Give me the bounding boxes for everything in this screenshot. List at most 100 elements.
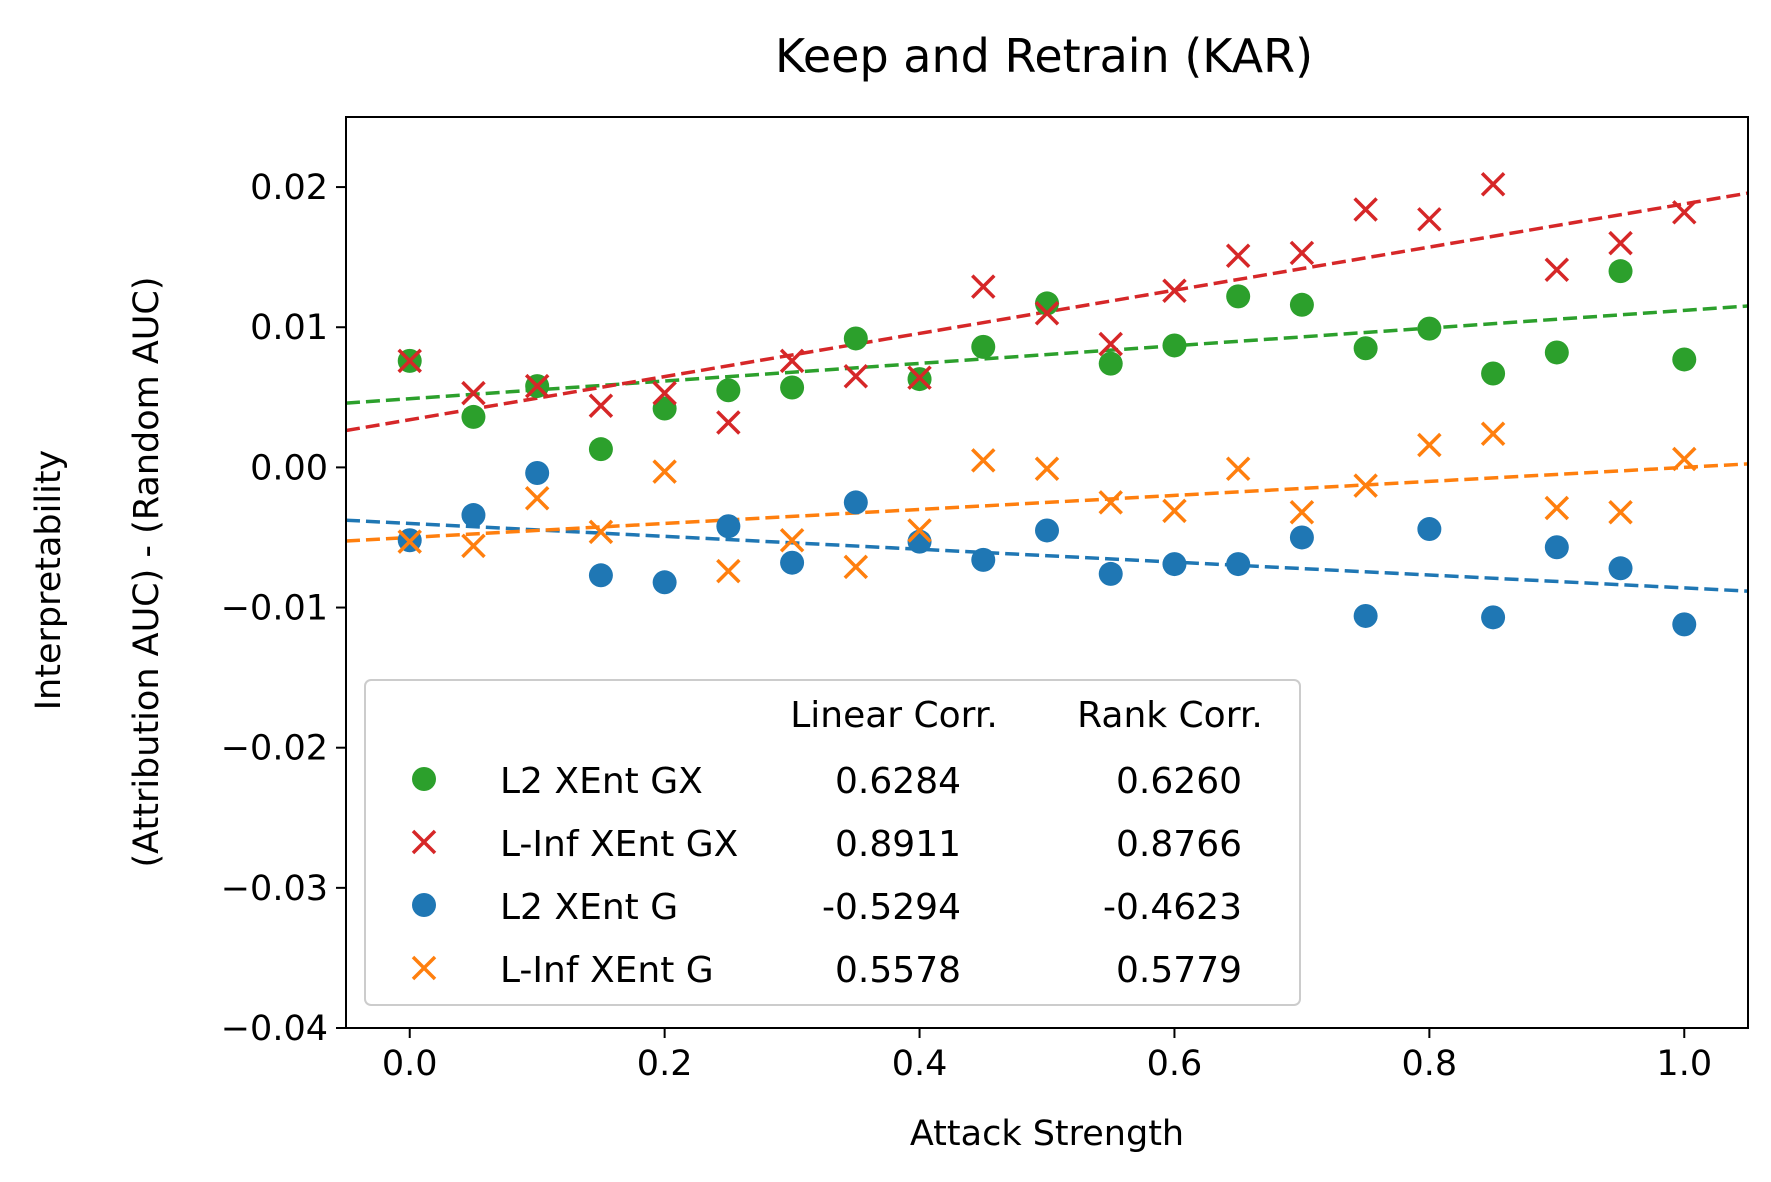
legend-series-name: L2 XEnt GX: [500, 761, 703, 802]
data-point: [1289, 240, 1315, 266]
y-axis-label-line1: Interpretability: [29, 450, 69, 711]
legend-header-linear: Linear Corr.: [790, 695, 998, 736]
y-tick-label: −0.03: [221, 869, 328, 909]
legend-rank-corr: -0.4623: [1103, 887, 1242, 928]
data-point: [524, 485, 550, 511]
x-tick-label: 1.0: [1656, 1044, 1712, 1084]
legend-header-rank: Rank Corr.: [1077, 695, 1263, 736]
data-point: [1353, 197, 1378, 222]
data-point: [1034, 300, 1060, 326]
data-point: [525, 460, 550, 485]
data-point: [971, 547, 996, 572]
plot-frame: [345, 116, 1749, 1029]
legend-linear-corr: 0.8911: [835, 824, 961, 865]
legend-box: [364, 679, 1301, 1006]
data-point: [1289, 292, 1314, 317]
data-point: [652, 570, 677, 595]
legend: Linear Corr. Rank Corr. L2 XEnt GX 0.6284…: [364, 679, 1301, 1006]
data-point: [588, 519, 614, 545]
fit-line: [346, 304, 1748, 405]
data-point: [907, 365, 932, 390]
y-tick-label: −0.02: [221, 729, 328, 769]
data-point: [1162, 498, 1187, 524]
y-tick-label: 0.00: [250, 448, 328, 488]
data-point: [1225, 243, 1251, 268]
data-point: [779, 528, 805, 553]
x-tick-label: 0.0: [382, 1044, 438, 1084]
data-point: [461, 404, 486, 429]
data-point: [971, 448, 996, 473]
legend-linear-corr: 0.5578: [835, 950, 961, 991]
data-point: [461, 380, 486, 406]
data-point: [1162, 278, 1187, 304]
legend-linear-corr: -0.5294: [822, 887, 961, 928]
data-point: [524, 373, 550, 399]
y-tick-label: −0.04: [221, 1009, 328, 1049]
data-point: [779, 348, 805, 374]
x-axis: 0.0 0.2 0.4 0.6 0.8 1.0: [382, 1028, 1712, 1084]
fit-line: [346, 518, 1748, 593]
data-point: [1098, 561, 1123, 586]
data-point: [461, 533, 486, 559]
data-point: [1481, 605, 1506, 630]
data-point: [652, 396, 677, 421]
legend-series-name: L-Inf XEnt GX: [500, 824, 738, 865]
data-point: [588, 437, 613, 462]
fit-line: [346, 462, 1748, 543]
data-point: [907, 529, 932, 554]
data-point: [716, 410, 741, 435]
data-point: [1481, 361, 1506, 386]
data-point: [1417, 316, 1442, 341]
data-point: [1289, 525, 1314, 550]
legend-series-name: L-Inf XEnt G: [500, 950, 714, 991]
data-point: [1034, 456, 1060, 482]
legend-marker: [412, 893, 436, 917]
legend-series-name: L2 XEnt G: [500, 887, 678, 928]
data-point: [1544, 340, 1569, 365]
legend-marker: [411, 829, 437, 855]
data-point: [652, 380, 677, 406]
data-point: [1417, 207, 1442, 232]
data-point: [1544, 257, 1570, 283]
data-point: [1226, 284, 1251, 309]
data-point: [716, 558, 741, 584]
chart-title: Keep and Retrain (KAR): [775, 29, 1313, 83]
data-point: [397, 348, 422, 374]
data-point: [971, 334, 996, 359]
data-point: [843, 326, 868, 351]
data-point: [716, 514, 741, 539]
data-point: [1608, 259, 1633, 284]
data-point: [907, 518, 932, 543]
data-point: [1226, 552, 1251, 577]
data-point: [1353, 473, 1378, 498]
data-point: [1162, 552, 1187, 577]
x-axis-label: Attack Strength: [910, 1114, 1184, 1154]
legend-rank-corr: 0.8766: [1116, 824, 1242, 865]
data-point: [1672, 347, 1697, 372]
legend-rank-corr: 0.6260: [1116, 761, 1242, 802]
data-point: [1162, 333, 1187, 358]
data-markers: [397, 172, 1697, 637]
data-point: [1672, 612, 1697, 637]
data-point: [1225, 456, 1251, 482]
y-tick-label: −0.01: [221, 589, 328, 629]
legend-linear-corr: 0.6284: [835, 761, 961, 802]
data-point: [843, 554, 869, 580]
data-point: [1098, 490, 1123, 515]
data-point: [1417, 517, 1442, 542]
data-point: [843, 364, 869, 389]
y-axis: −0.04 −0.03 −0.02 −0.01 0.00 0.01 0.02: [221, 168, 346, 1049]
data-point: [1098, 331, 1123, 357]
data-point: [780, 550, 805, 575]
data-point: [1353, 336, 1378, 361]
data-point: [1035, 518, 1059, 543]
data-point: [971, 274, 996, 299]
data-point: [1480, 172, 1506, 197]
legend-marker: [412, 767, 436, 791]
x-tick-label: 0.4: [892, 1044, 948, 1084]
data-point: [588, 563, 613, 588]
data-point: [1289, 499, 1315, 525]
y-tick-label: 0.01: [250, 308, 328, 348]
data-point: [1672, 200, 1697, 225]
